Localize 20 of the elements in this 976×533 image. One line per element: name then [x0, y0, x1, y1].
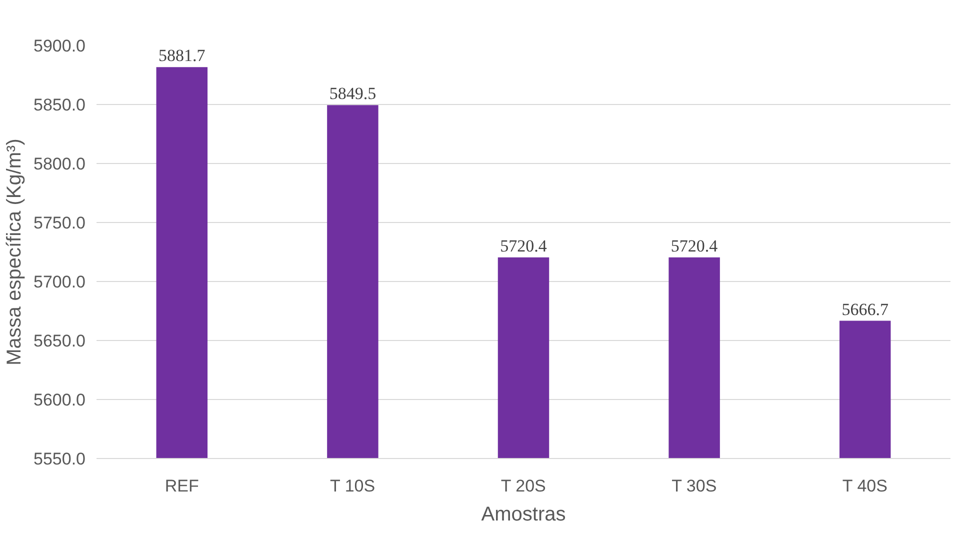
data-label: 5849.5 — [329, 84, 376, 104]
x-tick-label: T 40S — [842, 476, 888, 496]
y-tick-label: 5600.0 — [34, 390, 86, 410]
y-tick-label: 5650.0 — [34, 332, 86, 350]
y-tick-label: 5750.0 — [34, 214, 86, 232]
data-label: 5720.4 — [500, 236, 548, 256]
x-tick-label: T 30S — [672, 476, 717, 496]
x-tick-label: T 20S — [500, 476, 546, 496]
data-label: 5720.4 — [670, 236, 718, 256]
y-tick-label: 5550.0 — [34, 450, 86, 468]
x-axis-title: Amostras — [481, 504, 566, 526]
data-label: 5666.7 — [842, 300, 889, 319]
y-tick-label: 5850.0 — [34, 96, 86, 114]
x-tick-label: REF — [164, 476, 199, 496]
y-tick-label: 5700.0 — [34, 272, 86, 292]
y-tick-label: 5800.0 — [34, 154, 86, 174]
y-axis-title: Massa específica (Kg/m³) — [4, 138, 26, 366]
x-tick-label: T 10S — [330, 476, 376, 496]
data-label: 5881.7 — [158, 46, 206, 66]
y-tick-label: 5900.0 — [34, 36, 86, 56]
